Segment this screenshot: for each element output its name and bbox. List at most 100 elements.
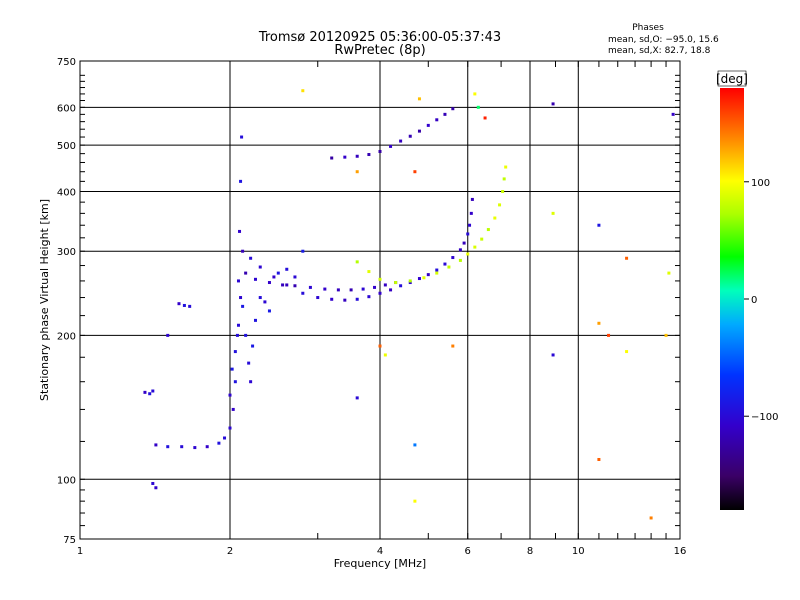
data-point bbox=[166, 445, 170, 449]
data-point bbox=[451, 107, 455, 111]
data-point bbox=[355, 297, 359, 301]
data-point bbox=[551, 211, 555, 215]
colorbar-label: [deg] bbox=[716, 72, 748, 86]
data-point bbox=[267, 309, 271, 313]
data-point bbox=[389, 288, 393, 292]
x-tick-label: 4 bbox=[377, 546, 383, 557]
data-point bbox=[443, 262, 447, 266]
data-point bbox=[241, 304, 245, 308]
data-point bbox=[143, 390, 147, 394]
data-point bbox=[426, 123, 430, 127]
data-point bbox=[373, 285, 377, 289]
data-point bbox=[249, 380, 253, 384]
data-point bbox=[301, 89, 305, 93]
data-point bbox=[355, 260, 359, 264]
data-point bbox=[417, 277, 421, 281]
data-point bbox=[399, 139, 403, 143]
x-tick-labels: 1 2 4 6 8 10 16 bbox=[77, 546, 687, 557]
y-tick-labels: 75 100 200 300 400 500 600 750 bbox=[57, 57, 76, 546]
data-point bbox=[367, 295, 371, 299]
data-point bbox=[435, 268, 439, 272]
data-point bbox=[664, 333, 668, 337]
data-point bbox=[258, 265, 262, 269]
x-tick-label: 16 bbox=[674, 546, 687, 557]
data-point bbox=[447, 265, 451, 269]
y-tick-label: 100 bbox=[57, 475, 76, 486]
data-point bbox=[473, 92, 477, 96]
data-point bbox=[241, 249, 245, 253]
data-point bbox=[230, 367, 234, 371]
data-point bbox=[458, 248, 462, 252]
data-point bbox=[188, 304, 192, 308]
data-point bbox=[239, 296, 243, 300]
data-point bbox=[253, 277, 257, 281]
data-point bbox=[502, 177, 506, 181]
stats-line-o: mean, sd,O: −95.0, 15.6 bbox=[608, 35, 719, 45]
colorbar-tick-label: 100 bbox=[751, 178, 770, 189]
data-point bbox=[378, 277, 382, 281]
data-point bbox=[263, 300, 267, 304]
data-point bbox=[238, 229, 242, 233]
data-point bbox=[293, 275, 297, 279]
data-point bbox=[469, 211, 473, 215]
data-point bbox=[308, 285, 312, 289]
data-point bbox=[151, 389, 155, 393]
data-point bbox=[383, 283, 387, 287]
data-point bbox=[394, 281, 398, 285]
data-point bbox=[293, 284, 297, 288]
data-point bbox=[367, 153, 371, 157]
data-point bbox=[462, 241, 466, 245]
data-point bbox=[240, 135, 244, 139]
data-point bbox=[223, 436, 227, 440]
data-point bbox=[399, 284, 403, 288]
data-point bbox=[625, 256, 629, 260]
y-tick-label: 300 bbox=[57, 247, 76, 258]
data-point bbox=[413, 499, 417, 503]
grid-lines bbox=[80, 61, 680, 539]
data-point bbox=[466, 252, 470, 256]
colorbar-tick-label: 0 bbox=[751, 295, 757, 306]
data-point bbox=[235, 333, 239, 337]
data-point bbox=[236, 323, 240, 327]
colorbar-tick-label: −100 bbox=[751, 412, 778, 423]
data-point bbox=[349, 288, 353, 292]
data-point bbox=[551, 102, 555, 106]
data-point bbox=[671, 112, 675, 116]
data-point bbox=[182, 303, 186, 307]
data-point bbox=[473, 245, 477, 249]
data-point bbox=[355, 170, 359, 174]
data-point bbox=[367, 270, 371, 274]
data-point bbox=[443, 112, 447, 116]
data-point bbox=[378, 149, 382, 153]
data-point bbox=[486, 228, 490, 232]
data-point bbox=[301, 291, 305, 295]
data-point bbox=[233, 350, 237, 354]
data-point bbox=[281, 283, 285, 287]
stats-heading: Phases bbox=[632, 23, 664, 33]
x-tick-label: 6 bbox=[465, 546, 471, 557]
y-tick-label: 75 bbox=[63, 535, 76, 546]
data-point bbox=[389, 144, 393, 148]
data-point bbox=[468, 223, 472, 227]
data-point bbox=[417, 129, 421, 133]
data-point bbox=[247, 361, 251, 365]
colorbar-label-box bbox=[717, 70, 747, 87]
data-points bbox=[143, 89, 675, 520]
data-point bbox=[458, 258, 462, 262]
data-point bbox=[336, 288, 340, 292]
axis-ticks bbox=[79, 61, 681, 539]
y-tick-label: 750 bbox=[57, 57, 76, 68]
data-point bbox=[355, 154, 359, 158]
data-point bbox=[330, 297, 334, 301]
data-point bbox=[285, 283, 289, 287]
data-point bbox=[504, 165, 508, 169]
data-point bbox=[228, 393, 232, 397]
data-point bbox=[154, 486, 158, 490]
data-point bbox=[597, 321, 601, 325]
colorbar-ticks: 100 0 −100 bbox=[744, 178, 778, 423]
data-point bbox=[408, 281, 412, 285]
data-point bbox=[493, 216, 497, 220]
chart-subtitle: RwPretec (8p) bbox=[334, 43, 425, 58]
data-point bbox=[597, 457, 601, 461]
